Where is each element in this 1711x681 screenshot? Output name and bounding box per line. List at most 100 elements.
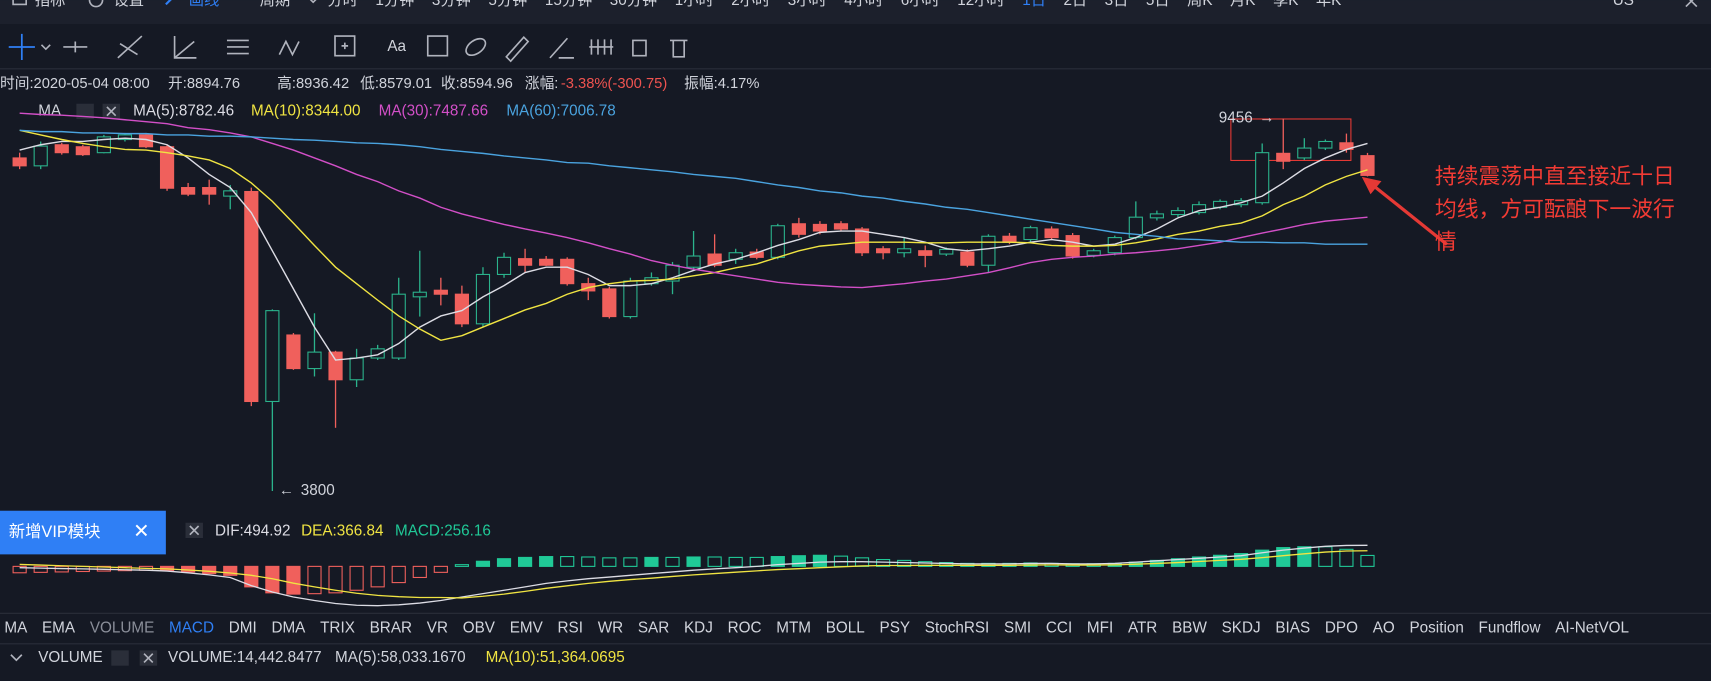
indicator-tab[interactable]: PSY	[880, 620, 911, 637]
wave-tool[interactable]	[278, 39, 300, 57]
candle-body	[560, 258, 575, 285]
indicator-tab[interactable]: StochRSI	[925, 620, 989, 637]
pen-tool[interactable]	[549, 37, 574, 59]
candle-body	[517, 258, 533, 266]
period-item[interactable]: 周K	[1187, 0, 1213, 9]
indicator-tab[interactable]: ATR	[1128, 620, 1157, 637]
period-item[interactable]: 季K	[1273, 0, 1299, 9]
candle-body	[876, 248, 891, 254]
lock-tool[interactable]	[632, 39, 647, 57]
angle-tool[interactable]	[173, 36, 197, 59]
indicator-tab[interactable]: OBV	[463, 620, 496, 637]
close-icon[interactable]	[1685, 0, 1697, 8]
crosshair-tool[interactable]	[8, 33, 35, 61]
indicator-tab[interactable]: EMV	[510, 620, 544, 637]
candle-body	[1360, 155, 1375, 176]
trend-line-tool[interactable]	[117, 35, 143, 59]
top-menu-item[interactable]: 设置	[113, 0, 144, 9]
period-item[interactable]: 5分钟	[488, 0, 527, 9]
indicator-tab[interactable]: AO	[1373, 620, 1395, 637]
macd-bar	[496, 558, 512, 567]
indicator-tab[interactable]: KDJ	[684, 620, 713, 637]
ruler-tool[interactable]	[505, 35, 530, 63]
indicator-tab[interactable]: MA	[4, 620, 28, 637]
indicator-tab[interactable]: BBW	[1172, 620, 1207, 637]
indicator-tab[interactable]: CCI	[1046, 620, 1072, 637]
macd-bar	[1360, 554, 1375, 567]
dropdown-arrow[interactable]	[40, 44, 51, 51]
measure-tool[interactable]	[334, 35, 356, 57]
vip-badge[interactable]	[0, 510, 166, 555]
delete-tool[interactable]	[669, 39, 688, 58]
indicator-tab[interactable]: VOLUME	[90, 620, 154, 637]
indicator-icon[interactable]	[12, 0, 28, 6]
indicator-tab[interactable]: MTM	[776, 620, 811, 637]
horizontal-line-tool[interactable]	[63, 41, 88, 53]
period-item[interactable]: 3日	[1105, 0, 1129, 9]
indicator-tab[interactable]: SKDJ	[1222, 620, 1261, 637]
fib-tool[interactable]	[426, 35, 449, 57]
period-item[interactable]: 2日	[1063, 0, 1087, 9]
period-item[interactable]: 5日	[1146, 0, 1170, 9]
top-menu-item[interactable]: 指标	[35, 0, 66, 9]
indicator-tab[interactable]: BOLL	[826, 620, 865, 637]
period-item[interactable]: 15分钟	[545, 0, 593, 9]
macd-bar	[581, 556, 596, 567]
vip-close[interactable]: ✕	[133, 521, 149, 543]
indicator-tab[interactable]: VR	[427, 620, 448, 637]
period-item[interactable]: 分时	[327, 0, 358, 9]
indicator-tab[interactable]: AI-NetVOL	[1555, 620, 1629, 637]
indicator-tab[interactable]: EMA	[42, 620, 76, 637]
indicator-tab[interactable]: MACD	[169, 620, 214, 637]
period-item[interactable]: 2小时	[731, 0, 770, 9]
macd-line	[19, 544, 1368, 607]
period-item[interactable]: 12小时	[957, 0, 1005, 9]
period-item[interactable]: 3分钟	[432, 0, 471, 9]
macd-bar	[370, 565, 385, 588]
period-item[interactable]: 年K	[1316, 0, 1342, 9]
indicator-tab[interactable]: SMI	[1004, 620, 1031, 637]
indicator-tab[interactable]: WR	[598, 620, 623, 637]
indicator-tab[interactable]: DPO	[1325, 620, 1358, 637]
indicator-tab[interactable]: Position	[1410, 620, 1464, 637]
top-right-label[interactable]: US	[1613, 0, 1634, 9]
indicator-tab[interactable]: SAR	[638, 620, 669, 637]
period-item[interactable]: 1分钟	[375, 0, 414, 9]
period-label[interactable]: 周期	[260, 0, 291, 9]
ma-legend: MA(60):7006.78	[506, 102, 615, 119]
candle-body	[707, 253, 722, 266]
indicator-tab[interactable]: ROC	[728, 620, 762, 637]
period-item[interactable]: 月K	[1230, 0, 1256, 9]
channel-tool[interactable]	[226, 39, 249, 55]
indicator-tab[interactable]: DMA	[271, 620, 306, 637]
indicator-tab[interactable]: TRIX	[320, 620, 355, 637]
legend-close-x	[106, 106, 117, 117]
period-item[interactable]: 1日	[1022, 0, 1046, 9]
candle-body	[1297, 147, 1312, 159]
indicator-tab[interactable]: MFI	[1087, 620, 1113, 637]
top-menu-item[interactable]: 画线	[189, 0, 220, 9]
indicator-tab[interactable]: BRAR	[370, 620, 412, 637]
dropdown-arrow[interactable]	[309, 0, 318, 4]
settings-icon[interactable]	[88, 0, 104, 8]
macd-line	[19, 550, 1368, 599]
legend-eye-icon[interactable]	[76, 103, 94, 119]
font-tool[interactable]: Aa	[387, 38, 406, 55]
indicator-tab[interactable]: RSI	[558, 620, 583, 637]
indicator-tab[interactable]: Fundflow	[1479, 620, 1542, 637]
legend-eye-icon[interactable]	[111, 650, 129, 666]
eraser-tool[interactable]	[463, 35, 488, 58]
draw-icon[interactable]	[165, 0, 177, 6]
collapse-arrow[interactable]	[10, 654, 23, 662]
indicator-tab[interactable]: BIAS	[1275, 620, 1310, 637]
period-item[interactable]: 4小时	[844, 0, 883, 9]
period-item[interactable]: 1小时	[675, 0, 714, 9]
period-item[interactable]: 6小时	[901, 0, 940, 9]
period-item[interactable]: 30分钟	[610, 0, 658, 9]
pattern-tool[interactable]	[589, 39, 614, 55]
indicator-tab[interactable]: DMI	[229, 620, 257, 637]
period-item[interactable]: 3小时	[788, 0, 827, 9]
measure-tool-plus[interactable]	[341, 42, 349, 50]
ma-line	[19, 129, 1368, 245]
macd-bar	[728, 556, 743, 567]
